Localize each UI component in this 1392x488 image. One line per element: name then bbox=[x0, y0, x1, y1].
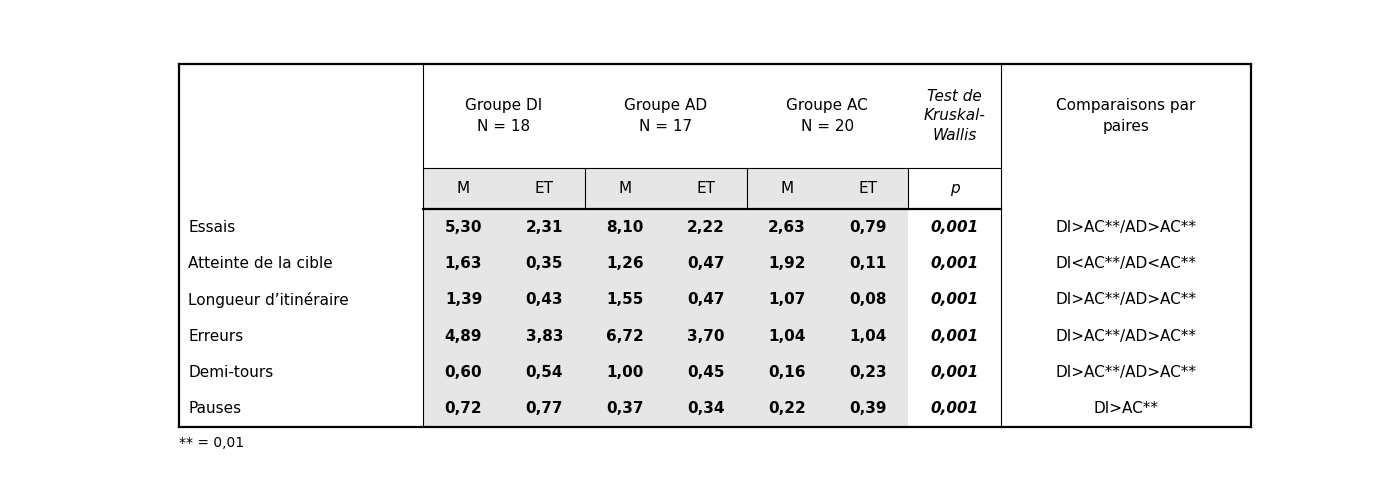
Text: 5,30: 5,30 bbox=[445, 220, 482, 235]
Text: 0,79: 0,79 bbox=[849, 220, 887, 235]
Text: DI>AC**/AD>AC**: DI>AC**/AD>AC** bbox=[1055, 292, 1196, 307]
Text: 8,10: 8,10 bbox=[607, 220, 644, 235]
Text: M: M bbox=[457, 181, 470, 196]
Text: 0,39: 0,39 bbox=[849, 401, 887, 416]
Text: 0,001: 0,001 bbox=[930, 292, 979, 307]
Bar bbox=[423, 167, 504, 427]
Bar bbox=[585, 167, 665, 427]
Text: 6,72: 6,72 bbox=[607, 328, 644, 344]
Text: 0,001: 0,001 bbox=[930, 365, 979, 380]
Text: 3,83: 3,83 bbox=[526, 328, 564, 344]
Text: 1,04: 1,04 bbox=[849, 328, 887, 344]
Text: 0,54: 0,54 bbox=[526, 365, 564, 380]
Text: ET: ET bbox=[859, 181, 877, 196]
Bar bbox=[746, 167, 827, 427]
Bar bbox=[504, 167, 585, 427]
Text: 1,63: 1,63 bbox=[445, 256, 482, 271]
Bar bbox=[665, 167, 746, 427]
Text: M: M bbox=[781, 181, 793, 196]
Text: Atteinte de la cible: Atteinte de la cible bbox=[188, 256, 333, 271]
Text: 1,39: 1,39 bbox=[445, 292, 482, 307]
Text: 0,23: 0,23 bbox=[849, 365, 887, 380]
Text: 4,89: 4,89 bbox=[445, 328, 482, 344]
Text: 3,70: 3,70 bbox=[688, 328, 725, 344]
Text: 1,55: 1,55 bbox=[607, 292, 644, 307]
Text: Demi-tours: Demi-tours bbox=[188, 365, 273, 380]
Text: 0,34: 0,34 bbox=[688, 401, 725, 416]
Text: 0,77: 0,77 bbox=[526, 401, 564, 416]
Text: 2,63: 2,63 bbox=[768, 220, 806, 235]
Text: 0,001: 0,001 bbox=[930, 401, 979, 416]
Text: p: p bbox=[949, 181, 959, 196]
Text: 0,001: 0,001 bbox=[930, 220, 979, 235]
Text: 0,43: 0,43 bbox=[526, 292, 564, 307]
Text: 0,16: 0,16 bbox=[768, 365, 806, 380]
Text: 0,37: 0,37 bbox=[607, 401, 644, 416]
Text: DI>AC**: DI>AC** bbox=[1093, 401, 1158, 416]
Text: 0,08: 0,08 bbox=[849, 292, 887, 307]
Text: Pauses: Pauses bbox=[188, 401, 241, 416]
Text: 1,04: 1,04 bbox=[768, 328, 806, 344]
Text: ** = 0,01: ** = 0,01 bbox=[180, 436, 245, 450]
Text: DI>AC**/AD>AC**: DI>AC**/AD>AC** bbox=[1055, 365, 1196, 380]
Text: 2,22: 2,22 bbox=[688, 220, 725, 235]
Text: Groupe AC
N = 20: Groupe AC N = 20 bbox=[786, 98, 869, 134]
Text: Groupe DI
N = 18: Groupe DI N = 18 bbox=[465, 98, 543, 134]
Text: Comparaisons par
paires: Comparaisons par paires bbox=[1057, 98, 1196, 134]
Text: DI>AC**/AD>AC**: DI>AC**/AD>AC** bbox=[1055, 220, 1196, 235]
Text: Essais: Essais bbox=[188, 220, 235, 235]
Text: ET: ET bbox=[535, 181, 554, 196]
Bar bbox=[827, 167, 908, 427]
Text: M: M bbox=[618, 181, 632, 196]
Text: 0,001: 0,001 bbox=[930, 256, 979, 271]
Text: Test de
Kruskal-
Wallis: Test de Kruskal- Wallis bbox=[924, 88, 986, 143]
Text: 0,35: 0,35 bbox=[526, 256, 564, 271]
Text: DI>AC**/AD>AC**: DI>AC**/AD>AC** bbox=[1055, 328, 1196, 344]
Text: 0,47: 0,47 bbox=[688, 292, 725, 307]
Text: Groupe AD
N = 17: Groupe AD N = 17 bbox=[624, 98, 707, 134]
Text: Erreurs: Erreurs bbox=[188, 328, 244, 344]
Text: 0,45: 0,45 bbox=[688, 365, 725, 380]
Text: 1,07: 1,07 bbox=[768, 292, 806, 307]
Text: ET: ET bbox=[696, 181, 715, 196]
Text: 0,60: 0,60 bbox=[444, 365, 483, 380]
Text: 1,26: 1,26 bbox=[607, 256, 644, 271]
Text: 0,72: 0,72 bbox=[444, 401, 483, 416]
Text: 1,92: 1,92 bbox=[768, 256, 806, 271]
Text: Longueur d’itinéraire: Longueur d’itinéraire bbox=[188, 292, 349, 308]
Text: 1,00: 1,00 bbox=[607, 365, 644, 380]
Text: 0,11: 0,11 bbox=[849, 256, 887, 271]
Text: 0,47: 0,47 bbox=[688, 256, 725, 271]
Text: 2,31: 2,31 bbox=[526, 220, 564, 235]
Text: 0,22: 0,22 bbox=[768, 401, 806, 416]
Text: DI<AC**/AD<AC**: DI<AC**/AD<AC** bbox=[1055, 256, 1196, 271]
Text: 0,001: 0,001 bbox=[930, 328, 979, 344]
